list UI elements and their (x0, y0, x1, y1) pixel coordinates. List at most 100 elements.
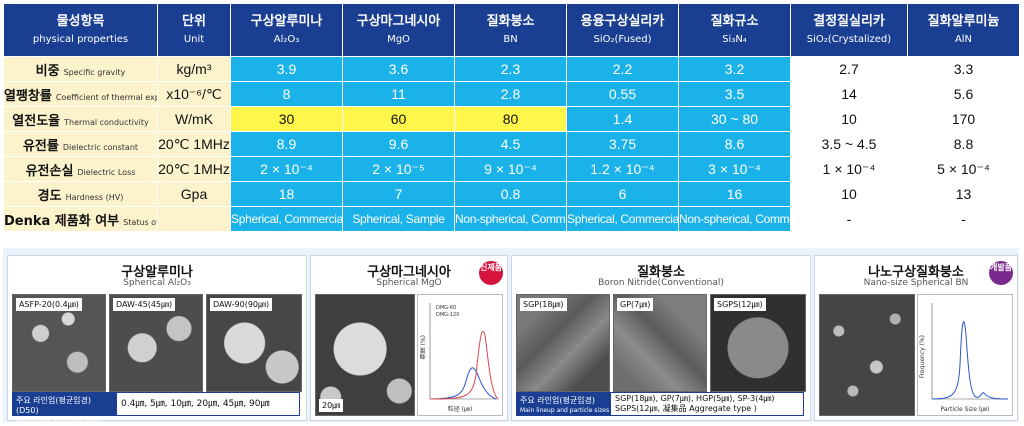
panel-title: 나노구상질화붕소 (868, 265, 964, 280)
row-unit: 20℃ 1MHz (157, 156, 231, 182)
size-distribution-chart: DMG-60 DMG-120 頻度 (%) 粒径 (㎛) (417, 294, 503, 416)
distribution-curves (429, 303, 499, 400)
cell: 170 (907, 106, 1020, 132)
legend-item: DMG-60 (436, 305, 457, 311)
scale-bar: 20㎛ (319, 399, 344, 412)
cell: 1.2 × 10⁻⁴ (566, 156, 679, 182)
sem-image: DAW-45(45㎛) (109, 294, 203, 392)
y-axis-label: Frequency (%) (919, 335, 926, 379)
header-sio2-fused: 용융구상실리카 SiO₂(Fused) (566, 3, 679, 57)
distribution-curve (931, 303, 1009, 400)
table-row: 비중 Specific gravity kg/m³ 3.9 3.6 2.3 2.2… (3, 56, 1020, 82)
header-unit: 단위 Unit (157, 3, 231, 57)
cell: 2.7 (790, 56, 908, 82)
cell: 13 (907, 181, 1020, 207)
cell: 0.55 (566, 81, 679, 107)
table-header-row: 물성항목 physical properties 단위 Unit 구상알루미나 Al₂… (3, 3, 1020, 57)
cell: 3.5 ~ 4.5 (790, 131, 908, 157)
cell: 2 × 10⁻⁴ (230, 156, 343, 182)
cell: 2 × 10⁻⁵ (342, 156, 455, 182)
sem-image: GP(7㎛) (613, 294, 707, 392)
sem-image: ASFP-20(0.4㎛) (12, 294, 106, 392)
cell-status: - (790, 206, 908, 232)
panel-title: 구상마그네시아 (367, 265, 451, 280)
alumina-panel: 구상알루미나 Spherical Al₂O₃ ASFP-20(0.4㎛) DAW… (7, 255, 307, 423)
cell: 3.6 (342, 56, 455, 82)
cell: 7 (342, 181, 455, 207)
cell-highlight: 60 (342, 106, 455, 132)
cell: 8.6 (678, 131, 791, 157)
panel-subtitle: Spherical MgO (376, 278, 442, 288)
cell: 3 × 10⁻⁴ (678, 156, 791, 182)
row-label: 경도 Hardness (HV) (3, 181, 158, 207)
cell: 0.8 (454, 181, 567, 207)
header-mgo: 구상마그네시아 MgO (342, 3, 455, 57)
cell: 14 (790, 81, 908, 107)
photo-label: SGP(18㎛) (520, 298, 567, 311)
row-label: 열전도율 Thermal conductivity (3, 106, 158, 132)
row-unit: 20℃ 1MHz (157, 131, 231, 157)
header-al2o3: 구상알루미나 Al₂O₃ (230, 3, 343, 57)
cell: 6 (566, 181, 679, 207)
photo-label: ASFP-20(0.4㎛) (16, 298, 82, 311)
cell: 3.75 (566, 131, 679, 157)
sem-image: SGPS(12㎛) (710, 294, 806, 392)
photo-label: GP(7㎛) (617, 298, 654, 311)
cell-highlight: 30 (230, 106, 343, 132)
cell: 1.4 (566, 106, 679, 132)
panel-title: 질화붕소 (637, 265, 685, 280)
cell: 18 (230, 181, 343, 207)
lineup-values: SGP(18㎛), GP(7㎛), HGP(5㎛), SP-3(4㎛) SGPS… (610, 392, 804, 416)
cell: 10 (790, 181, 908, 207)
table-row: 열전도율 Thermal conductivity W/mK 30 60 80 1… (3, 106, 1020, 132)
cell: 3.9 (230, 56, 343, 82)
y-axis-label: 頻度 (%) (420, 335, 427, 360)
x-axis-label: 粒径 (㎛) (447, 406, 473, 413)
sem-image: DAW-90(90㎛) (206, 294, 302, 392)
lineup-line: SGP(18㎛), GP(7㎛), HGP(5㎛), SP-3(4㎛) (615, 394, 775, 403)
cell-status: Non-spherical, Commercial (678, 206, 791, 232)
cell: 3.3 (907, 56, 1020, 82)
sem-image: 20㎛ (315, 294, 415, 416)
cell-status: Spherical, Commercial (566, 206, 679, 232)
properties-table: 물성항목 physical properties 단위 Unit 구상알루미나 Al₂… (3, 3, 1020, 232)
row-label: 유전률 Dielectric constant (3, 131, 158, 157)
row-label: 유전손실 Dielectric Loss (3, 156, 158, 182)
cell: 8.9 (230, 131, 343, 157)
lineup-line: SGPS(12㎛, 凝集品 Aggregate type ) (615, 404, 757, 413)
row-unit: x10⁻⁶/℃ (157, 81, 231, 107)
table-row: 유전손실 Dielectric Loss 20℃ 1MHz 2 × 10⁻⁴ 2 … (3, 156, 1020, 182)
photo-label: DAW-45(45㎛) (113, 298, 176, 311)
cell: 9 × 10⁻⁴ (454, 156, 567, 182)
cell: 2.2 (566, 56, 679, 82)
cell: 30 ~ 80 (678, 106, 791, 132)
legend-item: DMG-120 (436, 312, 460, 318)
cell: 8.8 (907, 131, 1020, 157)
sem-image: SGP(18㎛) (516, 294, 610, 392)
row-unit: W/mK (157, 106, 231, 132)
cell: 5 × 10⁻⁴ (907, 156, 1020, 182)
magnesia-panel: 구상마그네시아 Spherical MgO 신제품 20㎛ DMG-60 DMG… (310, 255, 508, 421)
size-distribution-chart: Frequency (%) Particle Size (㎛) (917, 294, 1013, 416)
panel-subtitle: Spherical Al₂O₃ (123, 278, 191, 288)
cell-status: - (907, 206, 1020, 232)
cell-status: Spherical, Commercial (230, 206, 343, 232)
nano-bn-panel: 나노구상질화붕소 Nano-size Spherical BN 개발품 Freq… (814, 255, 1018, 421)
cell-status: Non-spherical, Commercial (454, 206, 567, 232)
x-axis-label: Particle Size (㎛) (940, 406, 990, 413)
lineup-label: 주요 라인업(평균입경) (D50) Main lineup of partic… (12, 392, 116, 423)
panel-title: 구상알루미나 (121, 265, 193, 280)
row-unit: Gpa (157, 181, 231, 207)
table-row: 경도 Hardness (HV) Gpa 18 7 0.8 6 16 10 13 (3, 181, 1020, 207)
cell: 3.2 (678, 56, 791, 82)
cell-highlight: 80 (454, 106, 567, 132)
lineup-label: 주요 라인업(평균입경) Main lineup and particle si… (516, 392, 610, 416)
cell: 11 (342, 81, 455, 107)
cell: 2.3 (454, 56, 567, 82)
cell: 4.5 (454, 131, 567, 157)
cell-status: Spherical, Sample (342, 206, 455, 232)
